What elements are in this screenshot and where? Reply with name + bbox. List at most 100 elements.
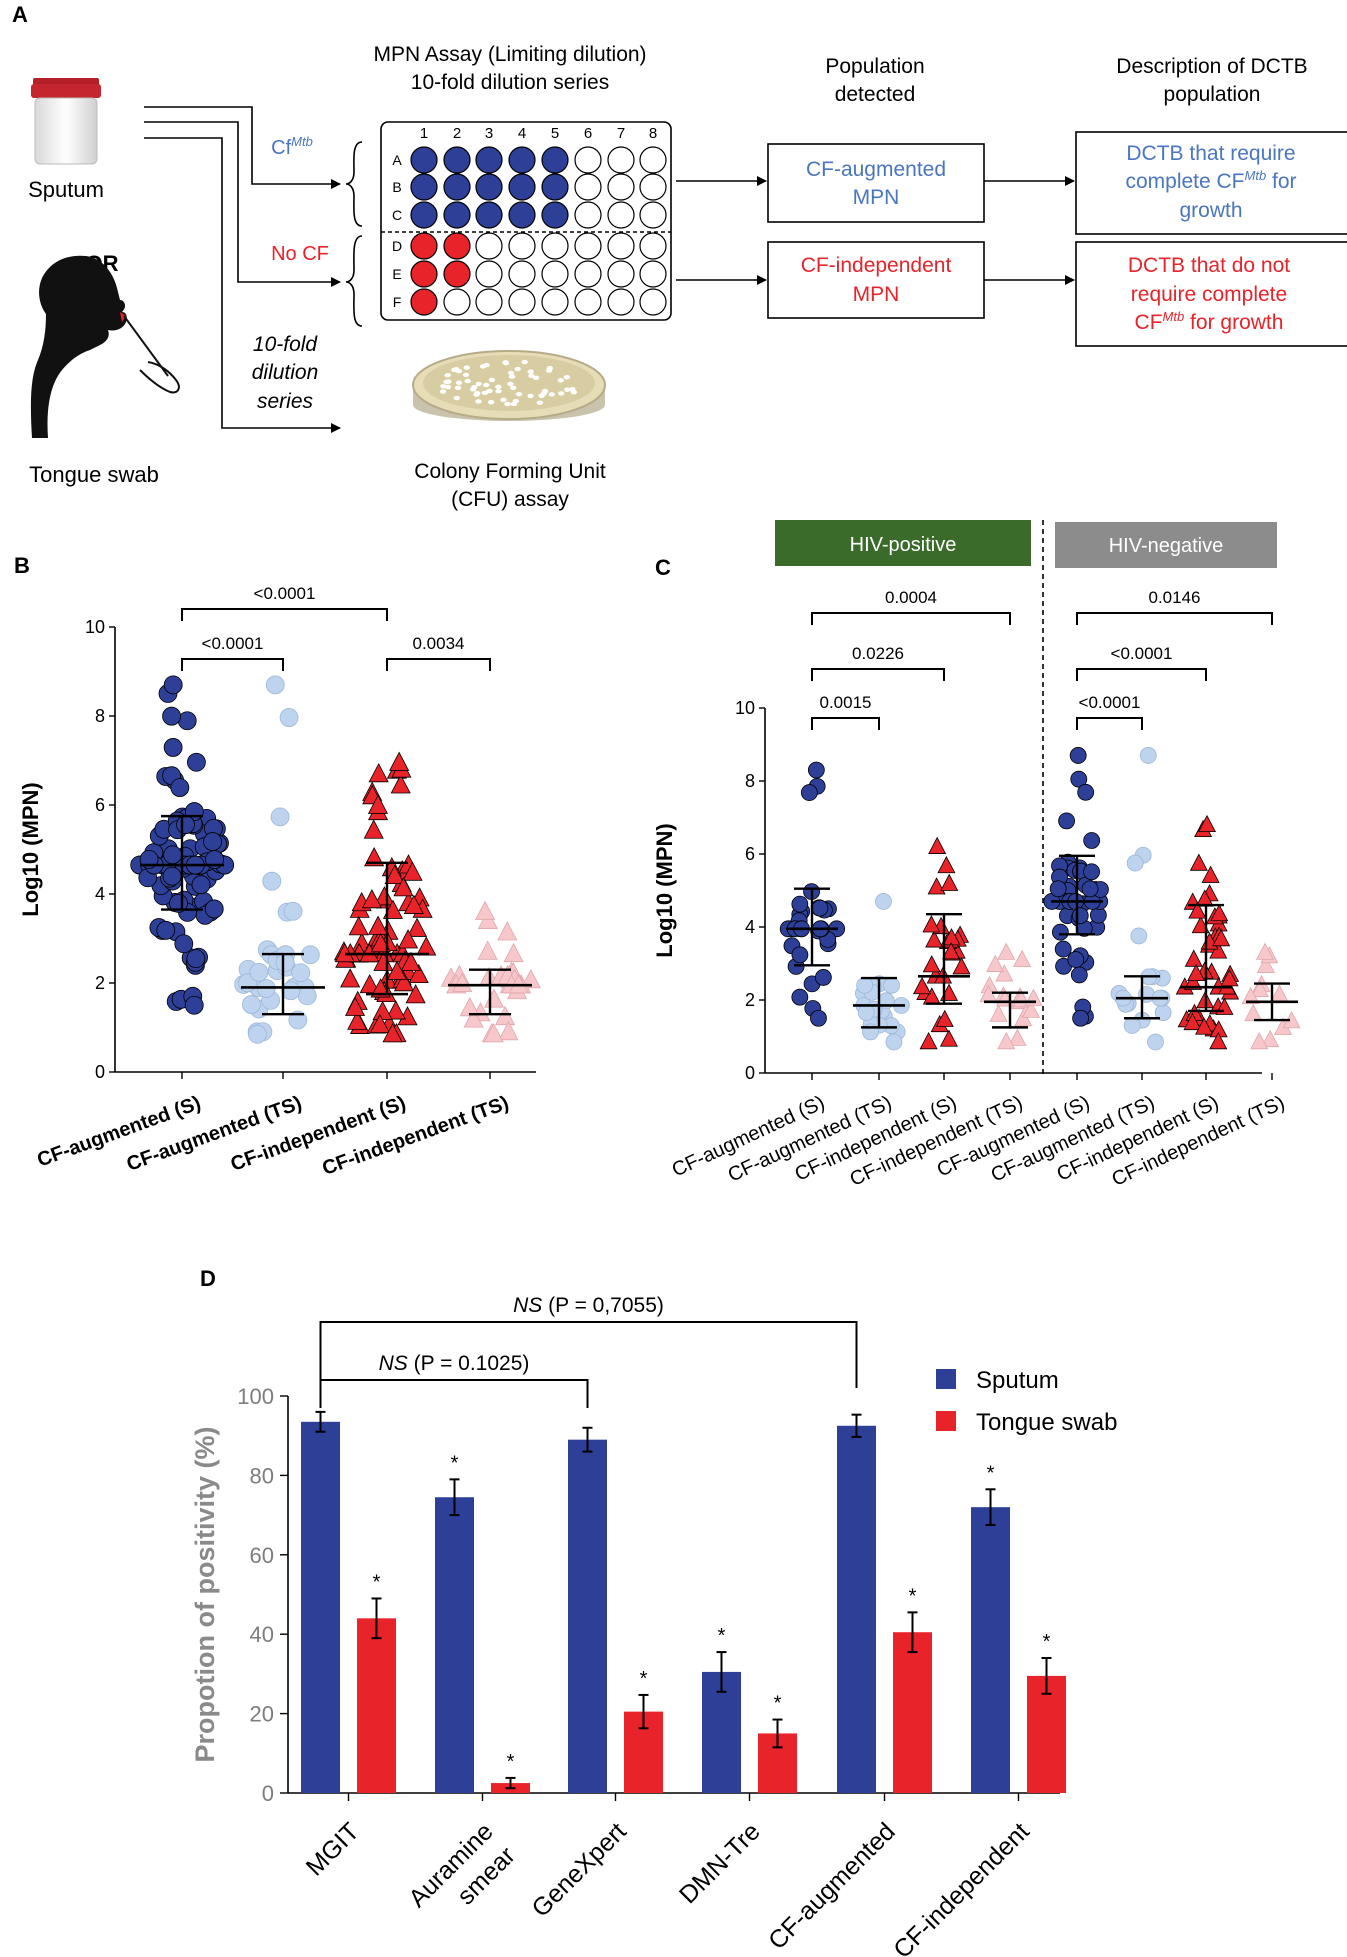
plate-well bbox=[410, 201, 438, 229]
plate-well bbox=[541, 288, 569, 316]
data-point bbox=[1083, 863, 1100, 881]
p-value-label: <0.0001 bbox=[1111, 644, 1173, 663]
chart-b: 0 2 4 6 8 10 Log10 (MPN) CF-augmented (S)CF-aug… bbox=[18, 584, 541, 1180]
y-tick-label: 10 bbox=[735, 698, 755, 718]
category-label: CF-augmented (S) bbox=[34, 1092, 203, 1172]
data-point bbox=[281, 981, 301, 1001]
colony-dot bbox=[507, 381, 514, 387]
panel-c-label: C bbox=[655, 555, 671, 580]
data-point bbox=[370, 932, 391, 953]
y-axis-label: Log10 (MPN) bbox=[18, 782, 43, 916]
data-point bbox=[163, 738, 183, 757]
petri-dish-icon bbox=[412, 350, 606, 421]
plate-well bbox=[410, 260, 438, 288]
data-point bbox=[348, 916, 369, 936]
plate-row-label: B bbox=[392, 179, 401, 195]
data-point bbox=[400, 951, 421, 971]
significance-star: * bbox=[640, 1668, 648, 1690]
colony-dot bbox=[521, 359, 528, 365]
significance-bracket bbox=[181, 658, 284, 671]
colony-dot bbox=[444, 384, 452, 390]
bar-sputum bbox=[837, 1425, 876, 1793]
data-point bbox=[393, 877, 414, 897]
significance-star: * bbox=[987, 1462, 995, 1484]
hiv-positive-header bbox=[775, 520, 1031, 566]
significance-bracket bbox=[811, 612, 1011, 625]
data-point bbox=[187, 752, 206, 772]
comparison-bracket bbox=[319, 1379, 589, 1408]
data-point bbox=[1189, 853, 1208, 871]
colony-dot bbox=[444, 372, 451, 378]
data-points-8 bbox=[1241, 942, 1301, 1050]
category-label: DMN-Tre bbox=[674, 1817, 766, 1909]
data-point bbox=[176, 815, 195, 835]
colony-dot bbox=[508, 374, 516, 379]
dctb-not-require-box bbox=[1075, 241, 1347, 347]
cfu-label-1: Colony Forming Unit bbox=[414, 460, 606, 483]
colony-dot bbox=[495, 388, 502, 394]
colony-dot bbox=[475, 399, 482, 404]
plate-well bbox=[541, 146, 569, 174]
data-point bbox=[503, 942, 524, 963]
data-point bbox=[1083, 832, 1101, 849]
data-point bbox=[405, 984, 426, 1004]
data-point bbox=[368, 762, 389, 783]
y-tick-label: 10 bbox=[85, 617, 105, 637]
data-point bbox=[242, 995, 261, 1014]
plate-well bbox=[508, 201, 536, 229]
plate-well bbox=[508, 173, 536, 201]
colony-dot bbox=[488, 400, 495, 405]
data-point bbox=[1051, 923, 1069, 941]
data-point bbox=[494, 1005, 516, 1026]
p-value-label: 0.0015 bbox=[820, 693, 872, 712]
colony-dot bbox=[481, 390, 488, 396]
significance-star: * bbox=[451, 1452, 459, 1474]
dilution-text-2: dilution bbox=[252, 361, 319, 384]
bar-tongue-swab bbox=[357, 1618, 396, 1793]
y-tick-label: 0 bbox=[95, 1062, 105, 1082]
significance-star: * bbox=[507, 1751, 515, 1773]
data-point bbox=[997, 942, 1016, 960]
data-point bbox=[1209, 1031, 1228, 1050]
data-point bbox=[1261, 1029, 1280, 1048]
y-tick-label: 2 bbox=[95, 973, 105, 993]
plate-well bbox=[607, 201, 635, 229]
data-point bbox=[1255, 942, 1274, 960]
colony-dot bbox=[463, 365, 470, 370]
data-point bbox=[416, 936, 437, 956]
data-point bbox=[283, 901, 303, 921]
significance-bracket bbox=[181, 608, 388, 621]
data-point bbox=[928, 836, 947, 854]
plate-well bbox=[475, 146, 503, 174]
data-points-3 bbox=[333, 751, 437, 1043]
plate-row-label: C bbox=[392, 207, 402, 223]
data-point bbox=[1139, 747, 1157, 764]
data-point bbox=[406, 917, 428, 937]
data-point bbox=[1244, 1003, 1263, 1022]
data-point bbox=[857, 1004, 875, 1021]
data-point bbox=[1201, 865, 1220, 883]
data-point bbox=[814, 969, 832, 986]
colony-dot bbox=[439, 389, 447, 394]
colony-dot bbox=[488, 377, 496, 383]
colony-dot bbox=[546, 366, 554, 371]
colony-dot bbox=[453, 395, 461, 401]
plate-well bbox=[574, 260, 602, 288]
bar-tongue-swab bbox=[1027, 1675, 1066, 1793]
data-point bbox=[1008, 1028, 1027, 1046]
colony-dot bbox=[510, 385, 517, 391]
data-point bbox=[925, 930, 944, 948]
colony-dot bbox=[474, 390, 481, 396]
y-tick-label: 4 bbox=[95, 884, 105, 904]
comparison-label: NS (P = 0.1025) bbox=[379, 1352, 530, 1375]
bracket-nocf bbox=[345, 235, 363, 327]
plate-well bbox=[607, 260, 635, 288]
data-point bbox=[1184, 972, 1203, 990]
plate-well bbox=[607, 232, 635, 260]
data-point bbox=[952, 957, 971, 975]
data-point bbox=[382, 899, 404, 919]
y-tick-label: 6 bbox=[745, 844, 755, 864]
plate-well bbox=[541, 173, 569, 201]
cf-augmented-box-line-2: MPN bbox=[853, 186, 900, 209]
